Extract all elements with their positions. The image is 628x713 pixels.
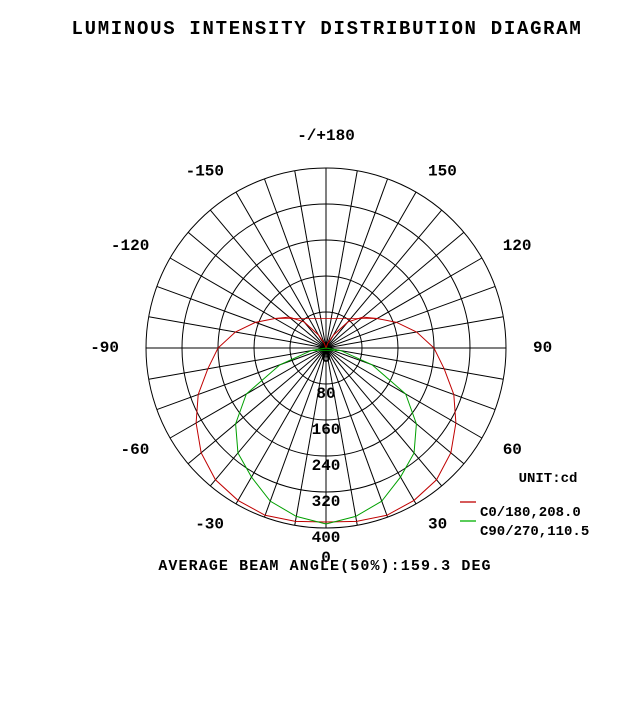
svg-text:UNIT:cd: UNIT:cd (519, 471, 578, 487)
svg-text:240: 240 (312, 457, 341, 475)
svg-text:160: 160 (312, 421, 341, 439)
svg-text:60: 60 (503, 441, 522, 459)
svg-text:-/+180: -/+180 (297, 127, 355, 145)
svg-text:400: 400 (312, 529, 341, 547)
svg-text:C0/180,208.0: C0/180,208.0 (480, 505, 581, 521)
svg-text:320: 320 (312, 493, 341, 511)
svg-text:80: 80 (316, 385, 335, 403)
svg-text:90: 90 (533, 339, 552, 357)
svg-text:-90: -90 (90, 339, 119, 357)
svg-text:0: 0 (321, 349, 331, 367)
svg-text:150: 150 (428, 162, 457, 180)
svg-text:-150: -150 (186, 162, 224, 180)
svg-text:-30: -30 (195, 516, 224, 534)
svg-text:30: 30 (428, 516, 447, 534)
svg-text:-60: -60 (120, 441, 149, 459)
svg-text:120: 120 (503, 237, 532, 255)
svg-text:-120: -120 (111, 237, 149, 255)
svg-text:C90/270,110.5: C90/270,110.5 (480, 524, 589, 540)
